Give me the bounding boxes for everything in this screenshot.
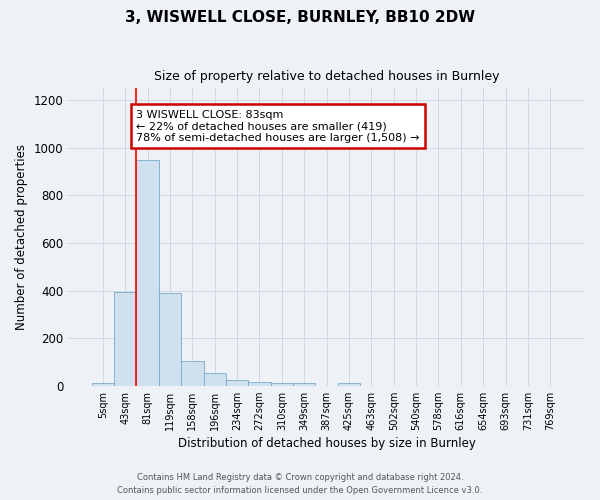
Text: 3 WISWELL CLOSE: 83sqm
← 22% of detached houses are smaller (419)
78% of semi-de: 3 WISWELL CLOSE: 83sqm ← 22% of detached… [136,110,420,143]
Bar [92,384,114,386]
Bar [248,382,271,386]
Bar [114,292,136,386]
Bar [136,160,159,386]
Bar [203,374,226,386]
Bar [338,384,360,386]
Bar [293,384,316,386]
Bar [181,360,203,386]
Text: Contains HM Land Registry data © Crown copyright and database right 2024.
Contai: Contains HM Land Registry data © Crown c… [118,474,482,495]
Bar [159,293,181,386]
X-axis label: Distribution of detached houses by size in Burnley: Distribution of detached houses by size … [178,437,476,450]
Bar [226,380,248,386]
Y-axis label: Number of detached properties: Number of detached properties [15,144,28,330]
Text: 3, WISWELL CLOSE, BURNLEY, BB10 2DW: 3, WISWELL CLOSE, BURNLEY, BB10 2DW [125,10,475,25]
Bar [271,384,293,386]
Title: Size of property relative to detached houses in Burnley: Size of property relative to detached ho… [154,70,499,83]
